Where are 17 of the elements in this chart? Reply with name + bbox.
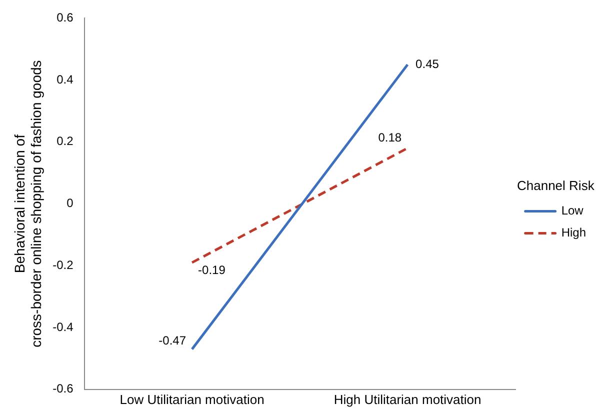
- data-label: -0.47: [158, 334, 186, 348]
- y-tick-label: 0.2: [56, 134, 74, 148]
- y-tick-label: 0.6: [56, 10, 74, 25]
- y-tick-label: -0.2: [52, 258, 74, 272]
- y-tick-label: -0.4: [52, 320, 74, 334]
- y-tick-label: 0.4: [56, 72, 74, 86]
- legend-label: High: [561, 226, 586, 240]
- y-axis-title: Behavioral intention of cross-border online shopping of fashion goods: [11, 60, 44, 348]
- x-tick-label: High Utilitarian motivation: [334, 392, 482, 407]
- data-label: 0.18: [378, 130, 402, 144]
- legend-title: Channel Risk: [516, 178, 595, 193]
- x-tick-label: Low Utilitarian motivation: [120, 392, 264, 407]
- data-label: 0.45: [416, 56, 440, 71]
- y-tick-label: -0.6: [52, 382, 74, 396]
- data-label: -0.19: [198, 262, 226, 277]
- legend-label: Low: [561, 204, 584, 218]
- y-tick-label: 0: [66, 196, 74, 210]
